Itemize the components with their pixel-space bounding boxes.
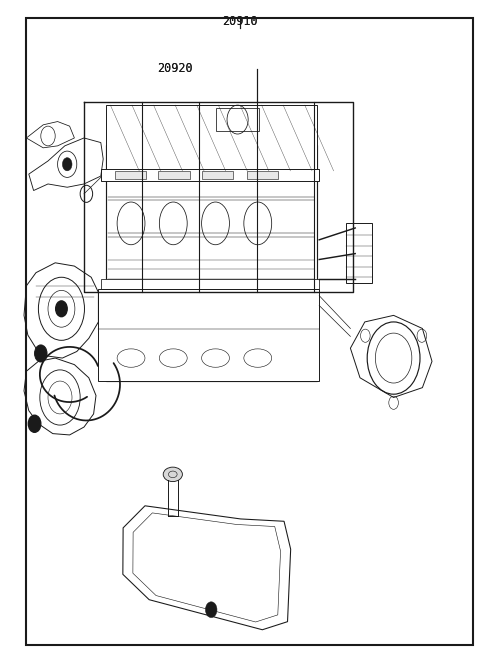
Circle shape <box>56 301 67 317</box>
Bar <box>247 171 278 179</box>
Bar <box>115 171 146 179</box>
Text: 20910: 20910 <box>222 14 258 28</box>
Circle shape <box>35 345 47 362</box>
Ellipse shape <box>163 467 182 482</box>
Bar <box>106 105 317 171</box>
Bar <box>346 223 372 283</box>
Text: 20920: 20920 <box>157 62 193 76</box>
Circle shape <box>62 158 72 171</box>
Circle shape <box>28 415 41 432</box>
Bar <box>216 108 259 131</box>
Bar <box>101 169 319 181</box>
Circle shape <box>205 602 217 618</box>
Bar <box>98 289 319 381</box>
Text: 20910: 20910 <box>222 14 258 28</box>
Bar <box>158 171 190 179</box>
Text: 20920: 20920 <box>157 62 193 76</box>
Bar <box>106 145 317 381</box>
Bar <box>101 279 319 289</box>
Bar <box>202 171 233 179</box>
